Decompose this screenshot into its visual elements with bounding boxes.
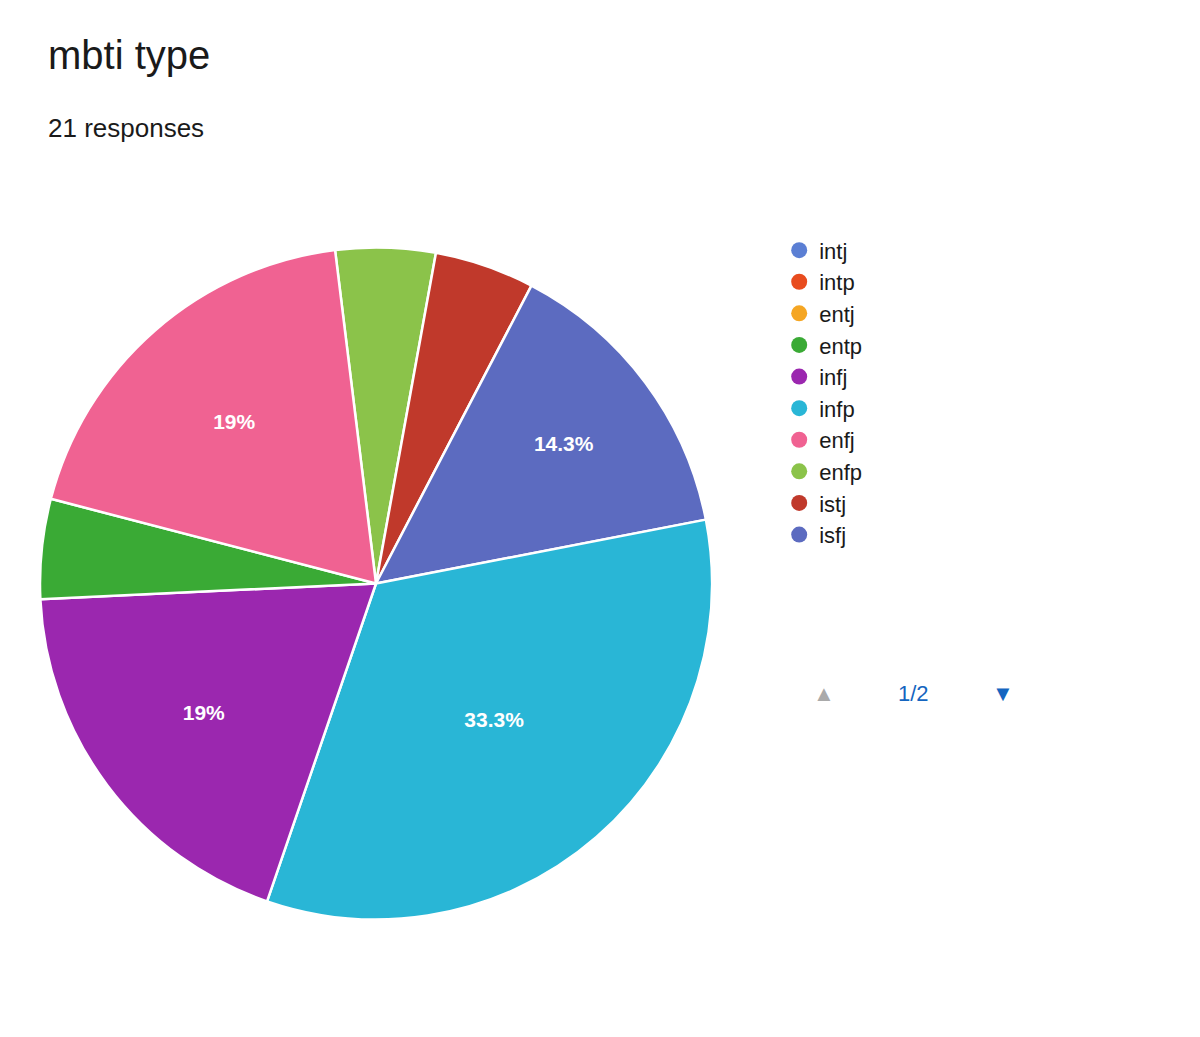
svg-text:infp: infp	[819, 397, 854, 422]
svg-text:1/2: 1/2	[898, 681, 929, 706]
svg-text:mbti type: mbti type	[48, 33, 210, 77]
svg-text:istj: istj	[819, 492, 846, 517]
svg-text:intp: intp	[819, 270, 854, 295]
svg-text:▲: ▲	[813, 681, 835, 706]
svg-text:19%: 19%	[213, 410, 255, 433]
svg-text:14.3%: 14.3%	[534, 432, 594, 455]
svg-text:▼: ▼	[992, 681, 1014, 706]
svg-text:isfj: isfj	[819, 523, 846, 548]
svg-text:33.3%: 33.3%	[464, 708, 524, 731]
svg-text:enfp: enfp	[819, 460, 862, 485]
svg-text:19%: 19%	[183, 701, 225, 724]
svg-text:intj: intj	[819, 239, 847, 264]
svg-text:entj: entj	[819, 302, 854, 327]
svg-text:enfj: enfj	[819, 428, 854, 453]
svg-text:infj: infj	[819, 365, 847, 390]
svg-text:21 responses: 21 responses	[48, 113, 204, 143]
svg-text:entp: entp	[819, 334, 862, 359]
